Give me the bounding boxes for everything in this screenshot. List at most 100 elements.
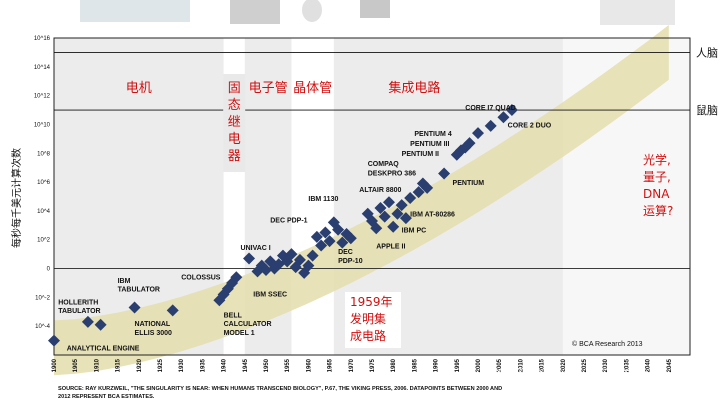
plot-frame: [53, 37, 691, 356]
data-point: [484, 119, 497, 132]
era-label-box: [223, 74, 246, 172]
y-tick-label: 10^-4: [35, 324, 50, 330]
coil-image: [230, 0, 280, 24]
data-point: [285, 248, 298, 261]
x-tick-label: 2015: [540, 358, 546, 372]
x-tick-label: 2020: [561, 358, 567, 372]
relay-image: [80, 0, 190, 22]
data-point: [395, 199, 408, 212]
x-tick-label: 2005: [497, 358, 503, 372]
annotation-1959-line: 1959年: [350, 295, 393, 309]
data-point: [463, 137, 476, 150]
era-label: 晶体管: [293, 81, 332, 96]
data-point: [374, 202, 387, 215]
data-points: [48, 104, 518, 347]
x-tick-label: 1980: [391, 358, 397, 372]
data-point: [166, 304, 179, 317]
data-label: IBM: [118, 278, 131, 285]
data-label: COLOSSUS: [181, 274, 221, 281]
era-label: 电子管: [249, 81, 288, 96]
data-point: [293, 253, 306, 266]
data-point: [438, 167, 451, 180]
data-point: [310, 230, 323, 243]
data-point: [399, 212, 412, 225]
data-point: [344, 232, 357, 245]
data-point: [260, 263, 272, 276]
data-label: PDP-10: [338, 258, 363, 265]
watermark-text: 知乎 @科技人间有关世: [490, 367, 665, 387]
data-label: IBM SSEC: [253, 292, 287, 299]
data-point: [48, 334, 60, 347]
y-tick-label: 10^16: [34, 36, 51, 42]
vacuum-tube-image: [302, 0, 322, 22]
y-tick-label: 10^6: [37, 180, 50, 186]
data-point: [505, 104, 518, 117]
y-axis-ticks: 10^16 10^14 10^12 10^10 10^8 10^6 10^4 10^2 0 10^…: [34, 36, 51, 330]
future-note-line: DNA: [643, 187, 670, 201]
data-label: PENTIUM III: [410, 141, 449, 148]
data-point: [128, 301, 141, 314]
y-axis-label: 每秒每千美元计算次数: [10, 148, 23, 248]
data-point: [306, 249, 319, 262]
x-tick-label: 1950: [264, 358, 270, 372]
x-tick-label: 1910: [94, 358, 100, 372]
x-tick-label: 1960: [306, 358, 312, 372]
data-label: ELLIS 3000: [135, 330, 172, 337]
x-tick-label: 1920: [137, 358, 143, 372]
data-label: BELL: [224, 313, 243, 320]
era-label-char: 继: [228, 115, 241, 130]
x-axis-ticks: 1900 1905 1910 1915 1920 1925 1930 1935 1940 1945…: [52, 358, 673, 372]
y-tick-label: 10^2: [37, 238, 50, 244]
era-label: 集成电路: [388, 80, 440, 96]
annotation-box-1959: [345, 292, 401, 348]
x-tick-label: 1955: [285, 358, 291, 372]
x-tick-label: 1925: [158, 358, 164, 372]
data-label: NATIONAL: [135, 321, 171, 328]
x-tick-label: 1985: [412, 358, 418, 372]
data-label: DESKPRO 386: [368, 171, 416, 178]
trend-band: [54, 25, 669, 376]
source-line-1: SOURCE: RAY KURZWEIL, "THE SINGULARITY I…: [58, 386, 502, 392]
data-point: [315, 239, 328, 252]
data-point: [94, 318, 107, 331]
x-tick-label: 1975: [370, 358, 376, 372]
device-images-strip: [80, 0, 675, 25]
integrated-circuit-image: [600, 0, 675, 25]
data-point: [412, 186, 425, 199]
trend-band-shape: [54, 25, 669, 376]
x-tick-label: 1995: [455, 358, 461, 372]
x-tick-label: 1970: [349, 358, 355, 372]
x-tick-label: 1990: [434, 358, 440, 372]
data-label: IBM AT-80286: [410, 212, 455, 219]
data-label: CORE I7 QUAD: [465, 105, 516, 112]
data-label: TABULATOR: [118, 287, 160, 294]
x-tick-label: 1935: [200, 358, 206, 372]
x-tick-label: 1900: [52, 358, 58, 372]
y-tick-label: 10^10: [34, 122, 51, 128]
data-label: PENTIUM 4: [414, 131, 451, 138]
data-point: [319, 226, 332, 239]
era-label-char: 器: [228, 149, 241, 164]
reference-label: 鼠脑: [696, 103, 718, 117]
y-tick-label: 10^12: [34, 94, 51, 100]
data-point: [387, 220, 400, 233]
data-label: TABULATOR: [58, 308, 100, 315]
era-label: 电机: [126, 81, 152, 96]
data-point: [332, 223, 345, 236]
x-tick-label: 1945: [243, 358, 249, 372]
x-tick-label: 1905: [73, 358, 79, 372]
data-label: IBM PC: [402, 228, 427, 235]
y-tick-label: 0: [47, 267, 51, 273]
transistor-image: [360, 0, 390, 18]
future-note-line: 运算?: [643, 203, 673, 218]
data-point: [323, 235, 336, 248]
data-label: COMPAQ: [368, 161, 400, 168]
x-tick-label: 2035: [624, 358, 630, 372]
data-point: [378, 210, 391, 223]
x-tick-label: 2030: [603, 358, 609, 372]
data-point: [370, 222, 383, 235]
annotation-1959-line: 成电路: [350, 328, 386, 343]
data-label: PENTIUM II: [402, 151, 439, 158]
data-label: APPLE II: [376, 243, 405, 250]
